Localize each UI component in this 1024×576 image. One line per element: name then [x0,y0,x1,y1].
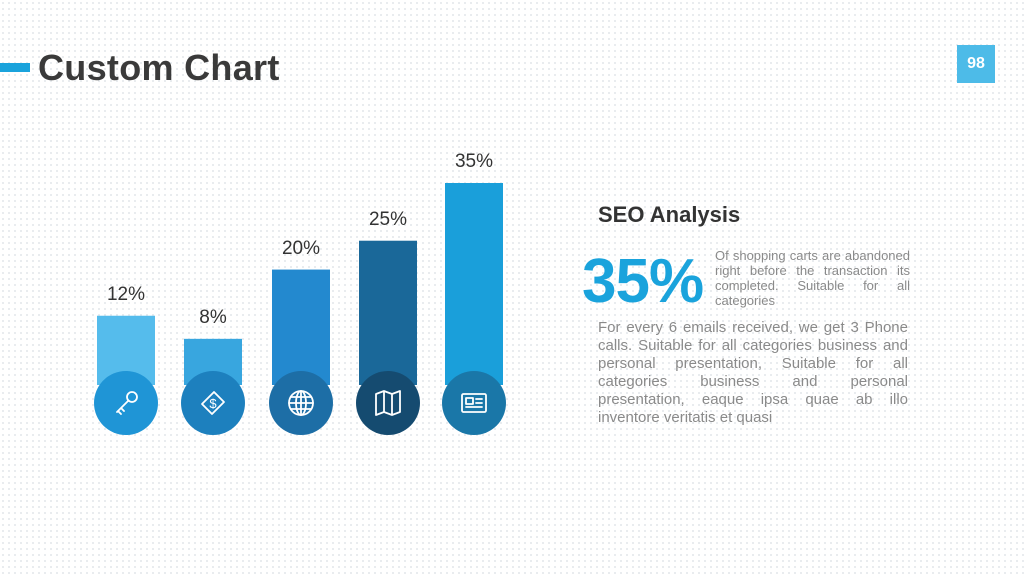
icon-circle-4 [356,371,420,435]
bar-3 [272,269,330,385]
map-icon [375,390,401,416]
seo-body-text: For every 6 emails received, we get 3 Ph… [598,319,908,426]
data-label-3: 20% [281,237,321,259]
bar-5 [445,183,503,385]
page-number-badge: 98 [957,45,995,83]
icon-circle-5 [442,371,506,435]
data-label-2: 8% [199,306,227,328]
title-accent-bar [0,63,30,72]
globe-icon [288,390,314,416]
seo-short-text: Of shopping carts are abandoned right be… [715,248,910,308]
seo-big-percent: 35% [582,247,704,316]
slide-title: Custom Chart [38,47,280,88]
bar-4 [359,240,417,385]
data-label-1: 12% [106,283,146,305]
seo-analysis-title: SEO Analysis [598,202,741,227]
key-icon [116,391,138,415]
document-icon [461,393,487,413]
icon-circle-2 [181,371,245,435]
data-label-5: 35% [454,151,494,172]
money-icon: $ [201,391,225,415]
data-label-4: 25% [368,208,408,230]
svg-text:$: $ [209,396,217,411]
